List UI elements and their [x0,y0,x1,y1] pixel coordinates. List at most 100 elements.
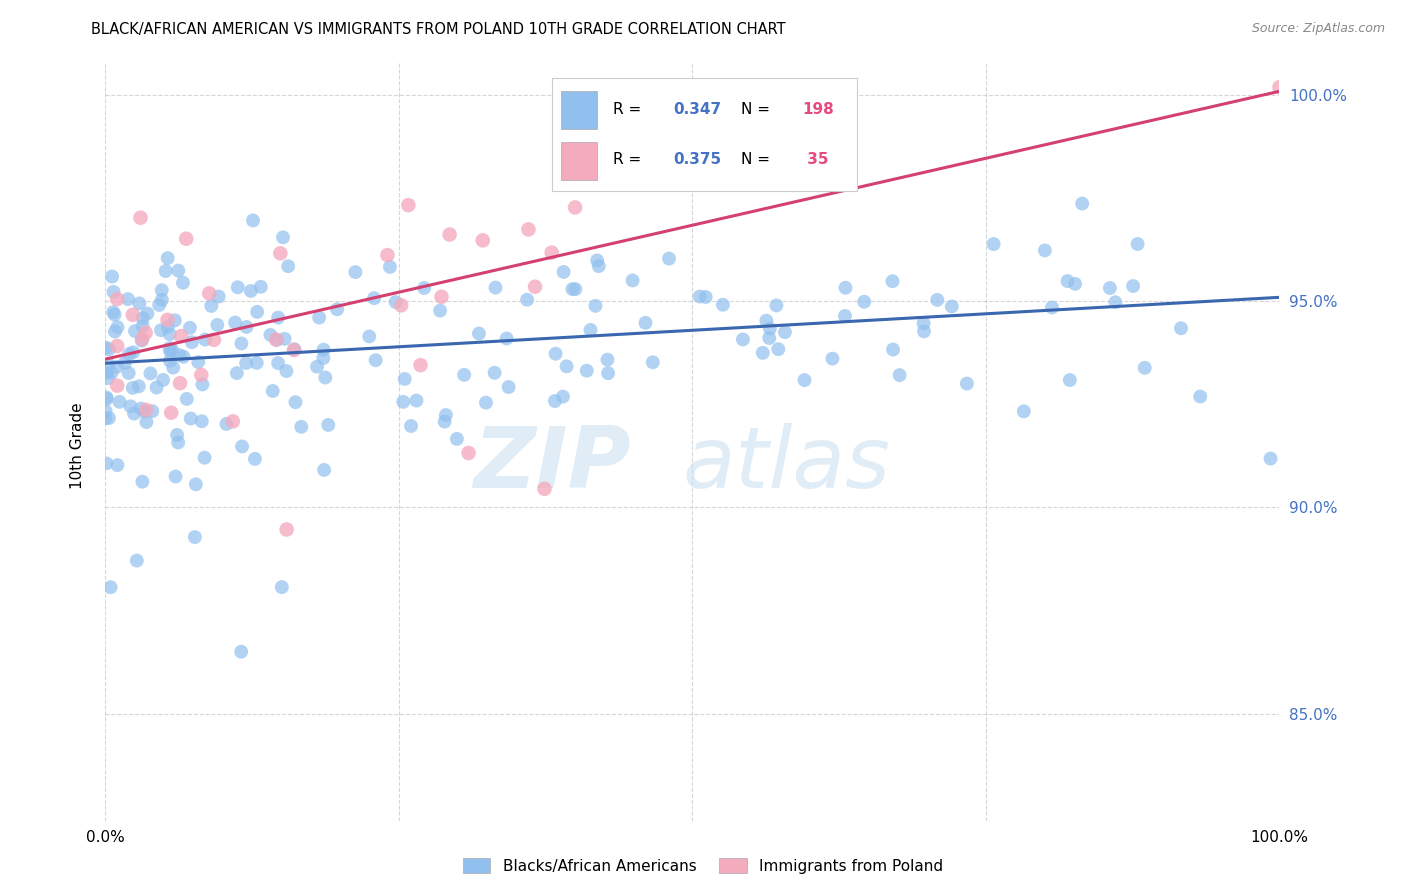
Point [122,345,145,359]
Point [180,411,202,425]
Point [231,440,253,454]
Point [94,411,117,425]
Point [173,350,195,364]
Point [1122,279,1144,293]
Point [389,298,412,312]
Point [152,373,174,387]
Point [305,359,328,374]
Point [731,333,754,347]
Point [224,316,246,330]
Point [145,380,167,394]
Point [430,290,453,304]
Point [101,269,124,284]
Point [276,364,298,378]
Point [1071,196,1094,211]
Point [208,289,231,303]
Point [267,310,290,325]
Point [118,366,141,380]
Point [187,355,209,369]
Point [249,280,271,294]
Point [202,333,225,347]
Point [1133,360,1156,375]
Point [564,201,586,215]
Point [105,339,128,353]
Point [1126,237,1149,252]
Point [1056,274,1078,288]
Point [312,343,335,357]
Point [94,404,117,418]
Point [128,379,150,393]
Text: atlas: atlas [682,423,890,506]
Point [100,366,122,380]
Point [246,305,269,319]
Point [120,400,142,414]
Point [207,318,229,332]
Point [243,451,266,466]
Point [163,313,186,327]
Point [107,320,129,334]
Point [689,289,711,303]
Point [148,298,170,312]
Point [139,367,162,381]
Point [180,335,202,350]
Point [540,245,562,260]
Point [235,356,257,370]
Point [156,251,179,265]
Point [169,376,191,391]
Point [176,392,198,406]
Point [579,323,602,337]
Point [316,417,339,432]
Point [198,286,221,301]
Point [413,281,436,295]
Point [284,395,307,409]
Point [122,407,145,421]
Point [1059,373,1081,387]
Point [768,342,790,356]
Point [172,276,194,290]
Point [553,265,575,279]
Point [586,253,609,268]
Point [314,463,336,477]
Point [167,435,190,450]
Point [1012,404,1035,418]
Point [165,469,187,483]
Point [641,355,664,369]
Text: 10th Grade: 10th Grade [70,402,84,490]
Point [273,332,295,346]
Point [97,343,120,357]
Point [169,348,191,362]
Point [239,284,262,298]
Point [821,351,844,366]
Point [396,198,419,212]
Point [159,327,181,342]
Point [1040,301,1063,315]
Point [235,320,257,334]
Point [429,303,451,318]
Point [475,395,498,409]
Point [97,357,120,371]
Point [439,227,461,242]
Point [167,263,190,277]
Point [170,329,193,343]
Point [544,347,567,361]
Point [135,402,157,417]
Point [882,343,904,357]
Point [378,260,401,274]
Point [159,344,181,359]
Point [585,299,607,313]
Point [377,248,399,262]
Point [162,360,184,375]
Point [314,370,336,384]
Point [596,352,619,367]
Point [524,279,547,293]
Point [912,324,935,338]
Point [344,265,367,279]
Point [1033,244,1056,258]
Point [100,580,122,594]
Point [246,356,269,370]
Point [124,324,146,338]
Point [131,318,153,333]
Point [1170,321,1192,335]
Point [141,404,163,418]
Point [533,482,555,496]
